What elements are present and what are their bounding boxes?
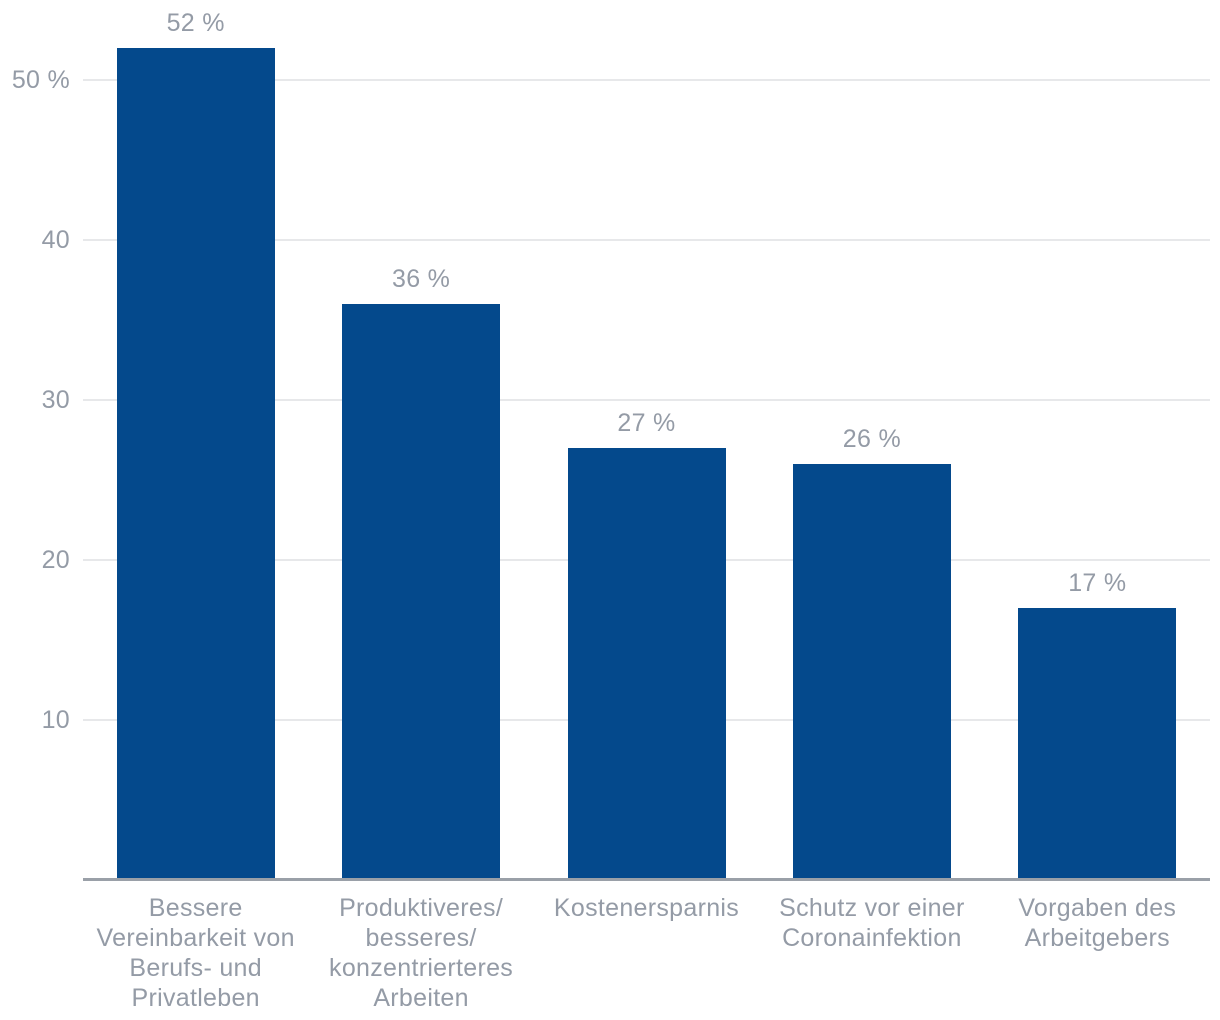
bar-value-label: 27 % xyxy=(617,409,676,437)
x-axis-category-label: Produktiveres/ besseres/ konzentriertere… xyxy=(329,894,514,1012)
x-axis-category-label: Vorgaben des Arbeitgebers xyxy=(1018,894,1177,952)
y-axis-tick-label: 30 xyxy=(41,386,70,414)
bar xyxy=(792,464,951,880)
gridline xyxy=(83,239,1210,241)
x-axis-category-label: Bessere Vereinbarkeit von Berufs- und Pr… xyxy=(96,894,295,1012)
gridline xyxy=(83,79,1210,81)
bar xyxy=(1018,608,1177,880)
x-axis-category-label: Schutz vor einer Coronainfektion xyxy=(779,894,965,952)
y-axis-tick-label: 40 xyxy=(41,226,70,254)
gridline xyxy=(83,399,1210,401)
y-axis-tick-label: 50 % xyxy=(11,66,70,94)
x-axis-category-label: Kostenersparnis xyxy=(553,894,740,922)
bar xyxy=(342,304,501,880)
x-axis-line xyxy=(83,878,1210,881)
bar xyxy=(567,448,726,880)
bar-value-label: 36 % xyxy=(392,265,451,293)
bar-value-label: 26 % xyxy=(842,425,901,453)
y-axis-tick-label: 20 xyxy=(41,546,70,574)
bar-value-label: 17 % xyxy=(1068,569,1127,597)
bar xyxy=(116,48,275,880)
y-axis-tick-label: 10 xyxy=(41,706,70,734)
bar-value-label: 52 % xyxy=(166,9,225,37)
